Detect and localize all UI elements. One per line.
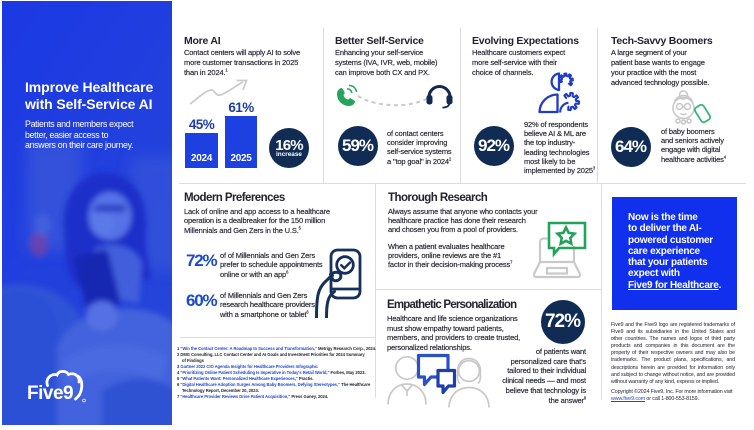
svg-text:Five9: Five9 — [27, 383, 73, 404]
